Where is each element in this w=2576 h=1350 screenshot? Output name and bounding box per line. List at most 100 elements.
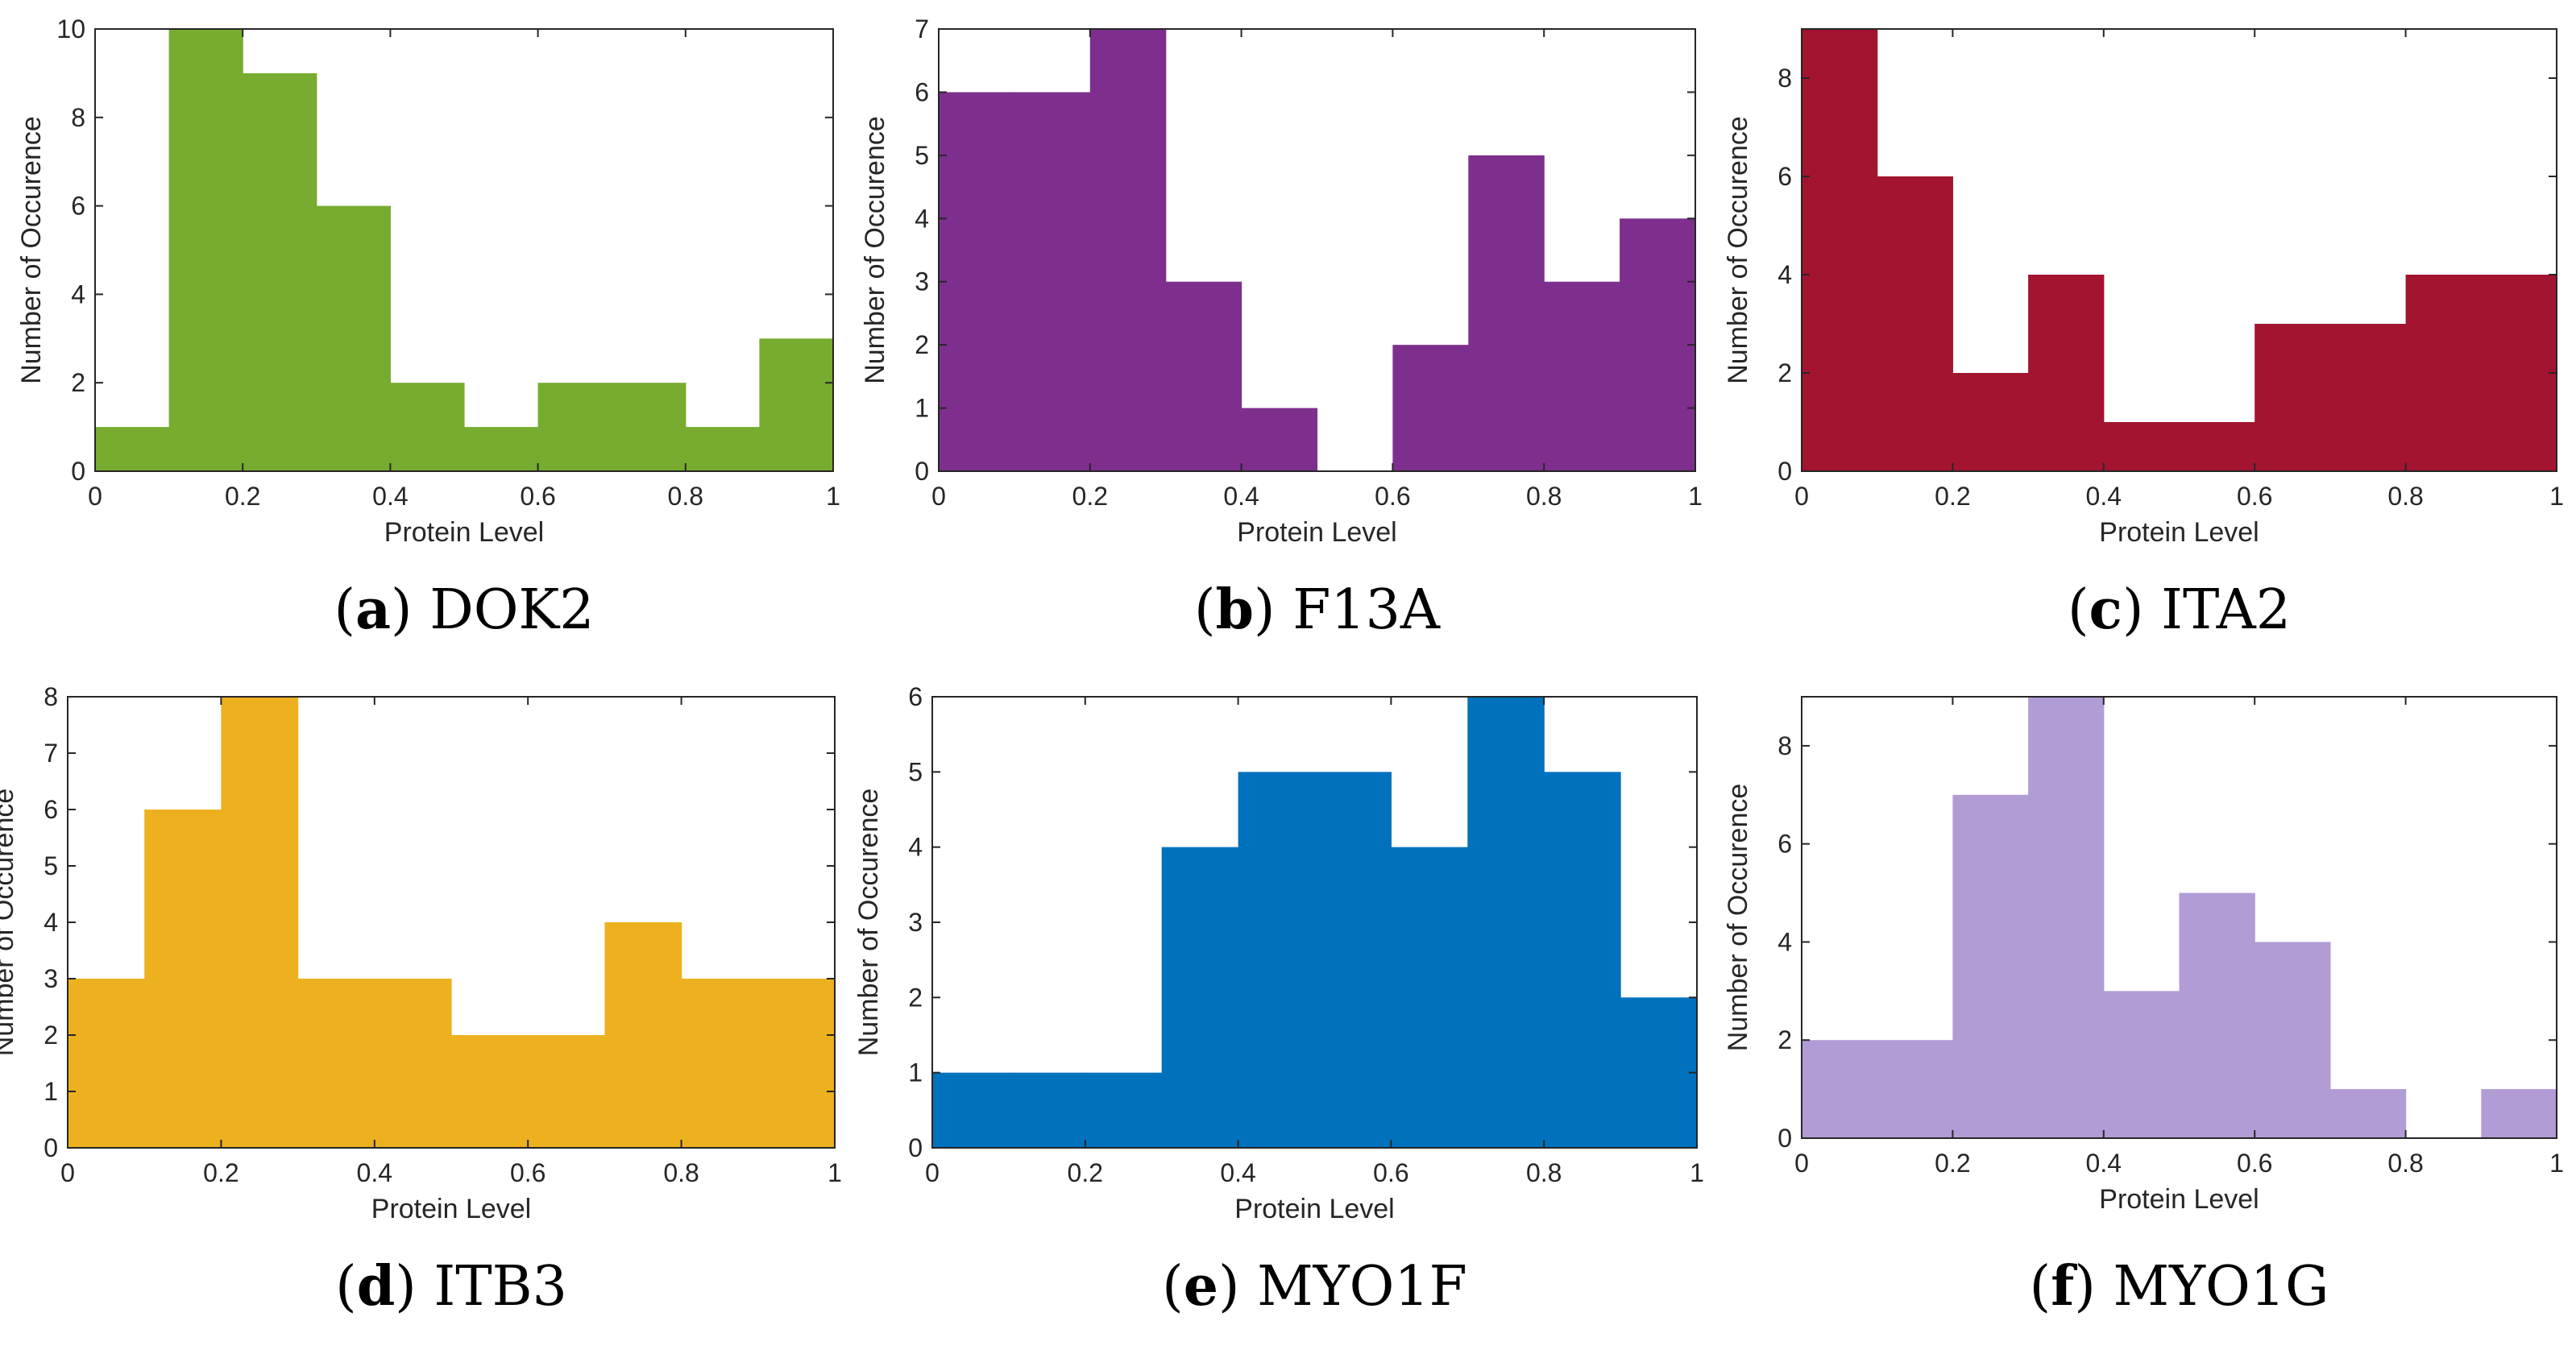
panel-c-x-tick-label: 0.4 [2086,482,2122,511]
panel-f-chart: 0 0.2 0.4 0.6 0.8 1 0 2 4 6 8 Protein Level Number o… [1723,696,2564,1319]
panel-f-y-tick-label: 0 [1777,1124,1792,1153]
panel-d-y-tick-label: 5 [44,851,58,880]
panel-a-x-axis-label: Protein Level [384,517,544,548]
panel-a-bar [464,427,539,471]
panel-a-caption-letter: a [355,578,391,642]
panel-a-y-axis-label: Number of Occurence [16,116,47,384]
panel-d-caption-open-paren: ( [335,1255,357,1319]
panel-c-axes-box [1801,28,2557,472]
panel-d-caption-letter: d [357,1254,396,1319]
panel-a-x-tick-label: 0.2 [225,482,260,511]
panel-e-bar [1314,772,1392,1148]
panel-b-bar [1544,281,1620,471]
panel-d-bar [297,979,375,1148]
panel-f-x-tick-label: 0 [1794,1149,1809,1178]
panel-c-y-tick-label: 4 [1777,260,1792,289]
panel-b-bar [1165,281,1242,471]
panel-e-x-tick-label: 1 [1690,1158,1704,1187]
panel-b-y-tick-label: 0 [915,457,929,486]
panel-d-bar [374,979,452,1148]
panel-f-x-tick-label: 1 [2549,1149,2564,1178]
panel-c-x-tick-label: 0.2 [1935,482,1970,511]
panel-b-x-tick-label: 0.8 [1526,482,1562,511]
panel-b-x-tick-label: 0.6 [1375,482,1410,511]
panel-d-x-tick-label: 0.2 [203,1158,239,1187]
panel-e-bar [932,1072,1010,1148]
panel-a-bar [612,383,687,471]
panel-f-bar [2028,697,2105,1138]
panel-b-y-axis-label: Number of Occurence [860,116,890,384]
panel-c-bar [2028,275,2105,471]
panel-d-x-axis-label: Protein Level [371,1194,531,1224]
panel-b-axes-box [938,28,1696,472]
panel-d-bar [757,979,836,1148]
panel-d-y-tick-label: 4 [44,908,58,937]
panel-e-caption-open-paren: ( [1162,1255,1184,1319]
panel-b-caption: (b) F13A [1194,578,1441,642]
panel-c-bar [2481,275,2557,471]
panel-f-caption: (f) MYO1G [2030,1254,2329,1319]
panel-c-x-tick-label: 0.8 [2387,482,2423,511]
panel-b-caption-open-paren: ( [1194,578,1216,642]
panel-a-caption: (a) DOK2 [334,578,594,642]
panel-f-y-tick-label: 2 [1777,1025,1792,1054]
panel-f-y-axis-label: Number of Occurence [1723,784,1753,1052]
panel-a-y-tick-label: 10 [56,14,85,43]
panel-b-y-tick-label: 1 [915,394,929,423]
panel-d-bar [528,1035,605,1148]
panel-f-x-tick-label: 0.2 [1935,1149,1970,1178]
panel-d-x-tick-label: 0.6 [510,1158,545,1187]
panel-b-caption-name: ) F13A [1254,578,1441,642]
panel-d-y-tick-label: 6 [44,795,58,824]
panel-a-x-tick-label: 0.8 [668,482,703,511]
panel-e-y-tick-label: 5 [908,757,923,786]
panel-c-caption-name: ) ITA2 [2122,578,2291,642]
panel-b-x-tick-label: 0.2 [1072,482,1108,511]
panel-b-bar [1014,92,1091,471]
panel-f-bar [1802,1040,1878,1138]
panel-d-x-tick-label: 0.8 [663,1158,699,1187]
panel-c-y-tick-label: 8 [1777,64,1792,93]
panel-c-bar [2405,275,2482,471]
panel-e-x-tick-label: 0.4 [1220,1158,1255,1187]
panel-c-bar [1802,29,1878,471]
panel-d-y-tick-label: 3 [44,964,58,993]
panel-e-x-tick-label: 0.6 [1373,1158,1408,1187]
panel-b-bar [1392,345,1469,471]
panel-e-y-tick-label: 3 [908,908,923,937]
panel-b-y-tick-label: 5 [915,141,929,170]
panel-f-y-tick-label: 8 [1777,731,1792,760]
panel-e-bar [1161,847,1239,1148]
panel-c-bar [2329,324,2407,471]
panel-e-x-tick-label: 0.2 [1068,1158,1103,1187]
panel-a-y-tick-label: 8 [71,103,85,132]
panel-a-y-tick-label: 6 [71,192,85,221]
panel-e-chart: 0 0.2 0.4 0.6 0.8 1 0 1 2 3 4 5 6 Protein Level Number… [853,682,1704,1319]
panel-c-bar [2179,422,2255,471]
panel-c-bar [1877,176,1953,471]
panel-d-x-tick-label: 0 [60,1158,75,1187]
panel-a-caption-open-paren: ( [334,578,355,642]
panel-a-bar [759,338,834,471]
panel-c-caption: (c) ITA2 [2068,578,2291,642]
panel-c-bar [2255,324,2331,471]
panel-e-bar [1467,697,1545,1148]
panel-a-bar [316,205,391,471]
panel-e-caption-name: ) MYO1F [1218,1255,1467,1319]
panel-e-bar [1008,1072,1086,1148]
panel-b-y-tick-label: 3 [915,267,929,296]
panel-e-y-tick-label: 4 [908,833,923,862]
panel-e-y-tick-label: 2 [908,983,923,1012]
panel-d-x-tick-label: 1 [828,1158,842,1187]
panel-b-y-tick-label: 4 [915,204,929,233]
panel-e-bar [1620,997,1698,1148]
panel-b-caption-letter: b [1216,578,1255,642]
panel-a-bar [537,383,612,471]
panel-b-chart: 0 0.2 0.4 0.6 0.8 1 0 1 2 3 4 5 6 7 Protein Level Numbe… [860,14,1703,642]
panel-f-x-axis-label: Protein Level [2099,1184,2259,1215]
panel-d-y-tick-label: 0 [44,1133,58,1162]
panel-d-chart: 0 0.2 0.4 0.6 0.8 1 0 1 2 3 4 5 6 7 8 Protein Level Numb… [0,682,842,1319]
panel-c-y-tick-label: 0 [1777,457,1792,486]
panel-f-bar [2103,991,2180,1138]
